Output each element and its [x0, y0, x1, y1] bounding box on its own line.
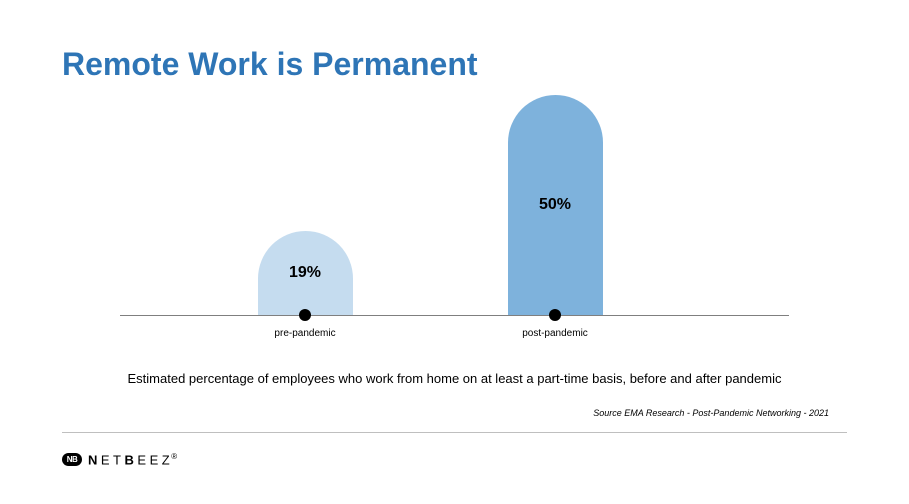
- logo-mark: NB: [62, 453, 82, 466]
- category-label: pre-pandemic: [245, 328, 365, 339]
- axis-dot: [549, 309, 561, 321]
- netbeez-logo: NB NETBEEZ®: [62, 452, 177, 467]
- logo-mark-text: NB: [67, 455, 78, 464]
- bar-post-pandemic: 50%: [508, 95, 603, 315]
- chart-caption: Estimated percentage of employees who wo…: [120, 370, 789, 388]
- bar-value-label: 50%: [539, 196, 571, 214]
- remote-work-chart: 19% pre-pandemic 50% post-pandemic: [0, 90, 909, 350]
- footer-divider: [62, 432, 847, 433]
- bar-value-label: 19%: [289, 264, 321, 282]
- category-label: post-pandemic: [495, 328, 615, 339]
- slide: Remote Work is Permanent 19% pre-pandemic…: [0, 0, 909, 504]
- bar-pre-pandemic: 19%: [258, 231, 353, 315]
- page-title: Remote Work is Permanent: [62, 46, 478, 83]
- chart-source: Source EMA Research - Post-Pandemic Netw…: [593, 408, 829, 418]
- chart-baseline: [120, 315, 789, 316]
- axis-dot: [299, 309, 311, 321]
- logo-text: NETBEEZ®: [88, 452, 177, 467]
